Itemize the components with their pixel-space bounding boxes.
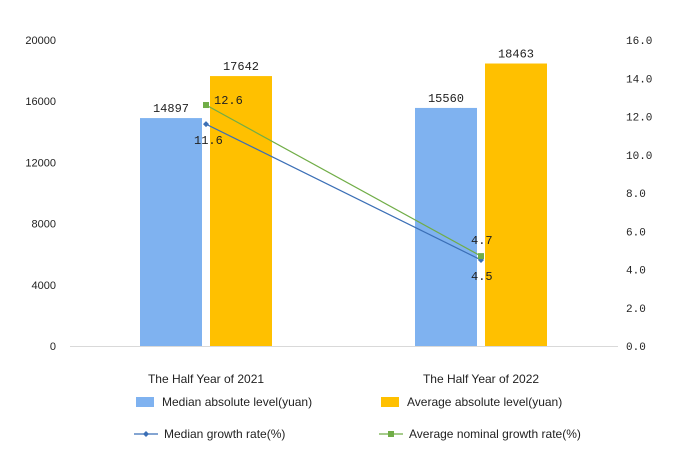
legend-label: Median absolute level(yuan): [162, 395, 312, 409]
bar-data-label: 14897: [153, 102, 189, 116]
y-right-tick-label: 16.0: [626, 36, 652, 48]
lines: [203, 102, 484, 263]
bar-average: [210, 76, 272, 347]
axes: 0 4000 8000 12000 16000 20000 0.0 2.0 4.0 6.0 8.0 1…: [25, 35, 652, 386]
y-left-tick-label: 16000: [25, 96, 56, 108]
bars: [140, 63, 547, 347]
x-category-label: The Half Year of 2021: [148, 372, 264, 386]
y-right-tick-label: 14.0: [626, 74, 652, 86]
y-left-tick-label: 0: [50, 341, 56, 353]
bar-median: [140, 118, 202, 346]
bar-average: [485, 63, 547, 346]
line-series-median-growth: [205, 123, 482, 261]
line-data-label: 4.5: [471, 270, 493, 284]
line-marker-square: [478, 253, 484, 260]
y-left-tick-label: 12000: [25, 157, 56, 169]
y-right-tick-label: 10.0: [626, 151, 652, 163]
legend-label: Median growth rate(%): [164, 427, 285, 441]
line-data-label: 4.7: [471, 234, 493, 248]
x-category-label: The Half Year of 2022: [423, 372, 539, 386]
bar-data-label: 17642: [223, 60, 259, 74]
bar-data-label: 18463: [498, 48, 534, 62]
legend-marker-diamond: [143, 431, 149, 437]
bar-data-label: 15560: [428, 92, 464, 106]
y-right-tick-label: 8.0: [626, 189, 646, 201]
y-right-tick-label: 4.0: [626, 266, 646, 278]
legend-label: Average nominal growth rate(%): [409, 427, 581, 441]
y-right-tick-label: 2.0: [626, 304, 646, 316]
y-right-tick-label: 0.0: [626, 342, 646, 354]
legend-swatch: [136, 397, 154, 407]
line-data-label: 11.6: [194, 134, 223, 148]
legend-label: Average absolute level(yuan): [407, 395, 562, 409]
data-labels: 14897 15560 17642 18463 11.6 4.5 12.6 4.7: [153, 48, 534, 284]
line-marker-diamond: [203, 121, 209, 128]
legend-swatch: [381, 397, 399, 407]
y-left-tick-label: 4000: [32, 280, 56, 292]
line-series-average-growth: [205, 104, 482, 257]
legend: Median absolute level(yuan) Average absol…: [134, 395, 581, 441]
y-right-tick-label: 6.0: [626, 227, 646, 239]
line-marker-square: [203, 102, 209, 109]
y-right-tick-label: 12.0: [626, 113, 652, 125]
line-data-label: 12.6: [214, 94, 243, 108]
bar-median: [415, 107, 477, 346]
y-left-tick-label: 20000: [25, 35, 56, 47]
legend-marker-square: [388, 431, 394, 437]
y-left-tick-label: 8000: [32, 219, 56, 231]
